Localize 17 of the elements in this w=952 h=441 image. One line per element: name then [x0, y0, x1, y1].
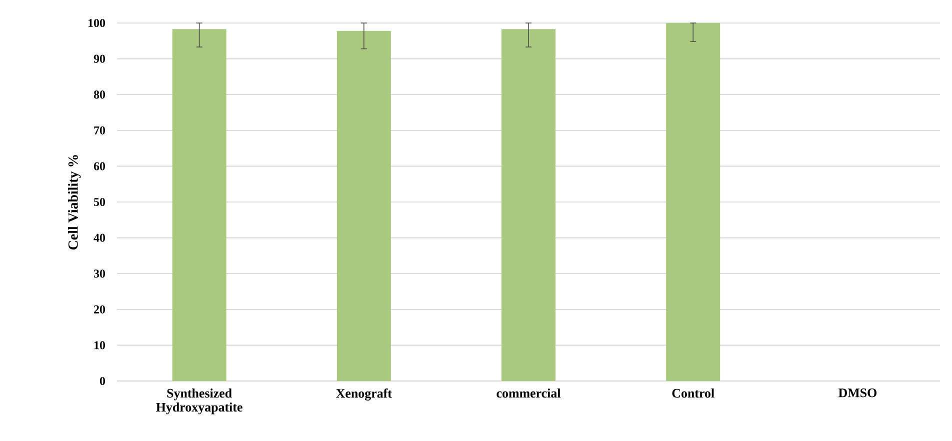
y-tick-label: 40	[94, 234, 106, 242]
y-tick-label: 50	[94, 198, 106, 206]
y-tick-label: 30	[94, 270, 106, 278]
y-tick-label: 0	[100, 376, 106, 386]
x-tick-label: DMSO	[838, 388, 876, 398]
y-tick-label: 100	[88, 18, 106, 28]
y-tick-label: 10	[94, 341, 106, 350]
y-tick-label: 90	[94, 54, 106, 63]
y-tick-label: 20	[94, 305, 106, 314]
y-axis-title: Cell Viability %	[68, 155, 81, 250]
y-tick-label: 70	[94, 126, 106, 134]
x-tick-label: Control	[672, 388, 714, 398]
y-tick-label: 60	[94, 162, 106, 170]
x-tick-label: commercial	[496, 388, 561, 398]
y-tick-label: 80	[94, 90, 106, 99]
x-tick-label: Xenograft	[336, 388, 392, 400]
x-tick-label: Synthesized Hydroxyapatite	[156, 388, 242, 414]
